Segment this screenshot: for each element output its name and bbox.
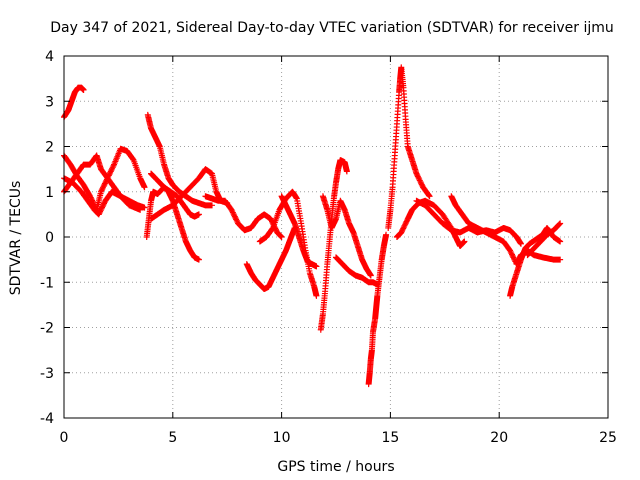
chart-title: Day 347 of 2021, Sidereal Day-to-day VTE… <box>50 20 614 36</box>
x-tick-label: 25 <box>599 430 617 446</box>
y-tick-label: 0 <box>45 230 54 246</box>
series-markers <box>385 64 433 231</box>
x-tick-label: 20 <box>490 430 508 446</box>
y-tick-label: 4 <box>45 49 54 65</box>
y-axis-label: SDTVAR / TECUs <box>8 181 24 296</box>
series-arc-15 <box>333 254 381 288</box>
series-arc-10 <box>243 224 298 293</box>
series-markers <box>507 224 564 299</box>
y-tick-label: 2 <box>45 140 54 156</box>
y-tick-label: 3 <box>45 94 54 110</box>
series-markers <box>413 197 524 247</box>
series-markers <box>278 193 320 270</box>
x-axis-label: GPS time / hours <box>277 459 394 475</box>
series-markers <box>243 224 298 293</box>
series-markers <box>524 220 564 259</box>
series-arc-22 <box>524 220 564 259</box>
x-tick-label: 0 <box>60 430 69 446</box>
y-tick-label: 1 <box>45 185 54 201</box>
y-tick-label: -2 <box>40 321 54 337</box>
series-arc-16 <box>365 231 390 388</box>
series-arc-6 <box>144 111 215 209</box>
series-arc-19 <box>413 197 524 247</box>
series-markers <box>333 254 381 288</box>
series-arc-12 <box>278 193 320 270</box>
series-arc-17 <box>385 64 433 231</box>
y-tick-label: -1 <box>40 275 54 291</box>
axis-ticks: 0 5 10 15 20 25 -4 -3 -2 -1 0 1 2 3 4 <box>40 49 617 446</box>
x-tick-label: 5 <box>168 430 177 446</box>
series-markers <box>365 231 390 388</box>
series-markers <box>144 111 215 209</box>
x-tick-label: 10 <box>273 430 291 446</box>
y-tick-label: -3 <box>40 366 54 382</box>
series-markers <box>319 193 374 279</box>
series-arc-14 <box>319 193 374 279</box>
series-arc-21 <box>507 224 564 299</box>
x-tick-label: 15 <box>381 430 399 446</box>
y-tick-label: -4 <box>40 411 54 427</box>
